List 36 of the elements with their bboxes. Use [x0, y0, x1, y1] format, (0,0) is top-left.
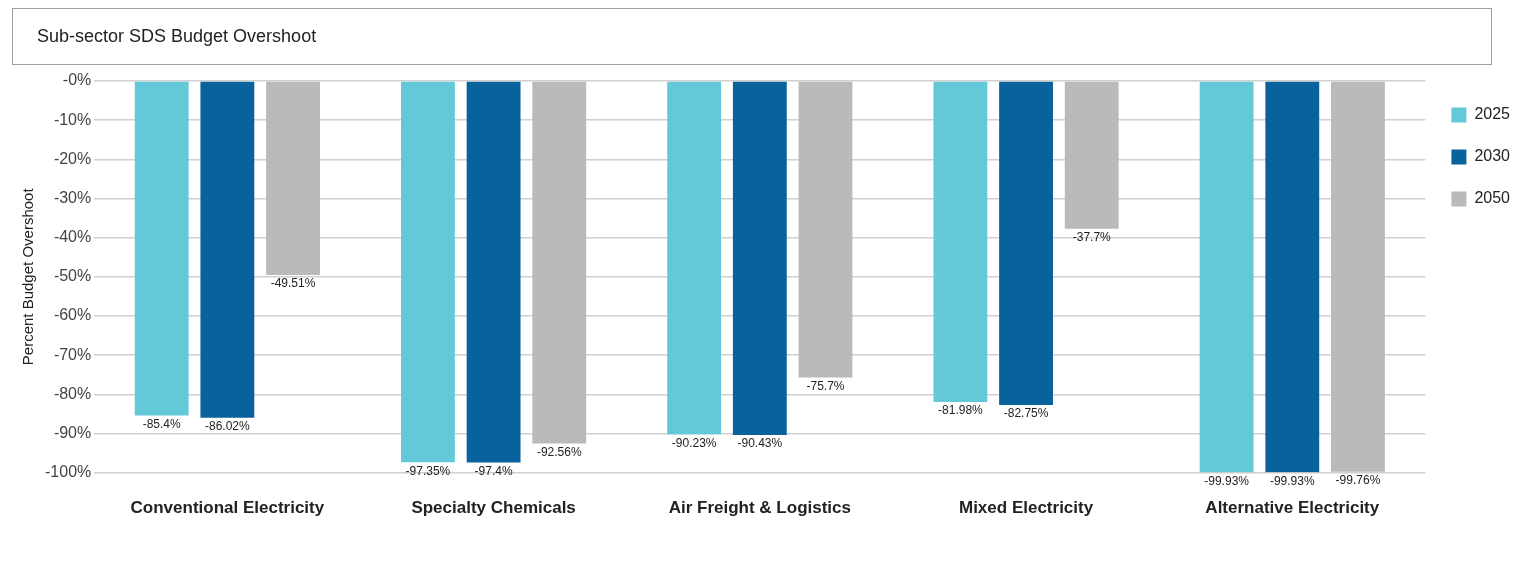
- data-label: -37.7%: [1072, 229, 1112, 244]
- data-label: -99.93%: [1269, 473, 1315, 488]
- y-tick-label: -10%: [53, 110, 92, 128]
- data-label: -97.4%: [474, 463, 513, 478]
- y-tick-label: -80%: [53, 384, 92, 402]
- data-label: -49.51%: [270, 276, 316, 291]
- y-tick-label: -40%: [53, 228, 92, 246]
- data-label: -92.56%: [536, 444, 582, 459]
- y-tick-label: -20%: [53, 149, 92, 167]
- data-label: -99.76%: [1335, 472, 1381, 487]
- y-tick-label: -30%: [53, 188, 92, 206]
- x-tick-label: Conventional Electricity: [130, 498, 325, 518]
- x-tick-label: Mixed Electricity: [958, 498, 1094, 518]
- y-tick-label: -70%: [53, 345, 92, 363]
- data-label: -97.35%: [405, 463, 451, 478]
- x-tick-label: Alternative Electricity: [1205, 498, 1380, 518]
- legend-label: 2025: [1474, 105, 1511, 123]
- y-tick-label: -90%: [53, 423, 92, 441]
- data-label: -90.43%: [737, 436, 783, 451]
- x-tick-label: Air Freight & Logistics: [668, 498, 851, 518]
- y-tick-label: -100%: [45, 463, 92, 481]
- data-label: -75.7%: [806, 378, 845, 393]
- chart-title: Sub-sector SDS Budget Overshoot: [12, 8, 1492, 65]
- legend-label: 2030: [1474, 147, 1511, 165]
- data-label: -85.4%: [142, 416, 182, 431]
- data-label: -99.93%: [1204, 473, 1250, 488]
- x-tick-label: Specialty Chemicals: [411, 498, 576, 518]
- legend-label: 2050: [1474, 189, 1511, 207]
- y-tick-label: -50%: [53, 267, 92, 285]
- y-axis-title: Percent Budget Overshoot: [19, 187, 37, 366]
- data-label: -86.02%: [205, 419, 251, 434]
- data-label: -81.98%: [938, 403, 984, 418]
- y-tick-label: -60%: [53, 306, 92, 324]
- y-tick-label: -0%: [62, 71, 92, 89]
- data-label: -82.75%: [1003, 406, 1049, 421]
- data-label: -90.23%: [671, 435, 717, 450]
